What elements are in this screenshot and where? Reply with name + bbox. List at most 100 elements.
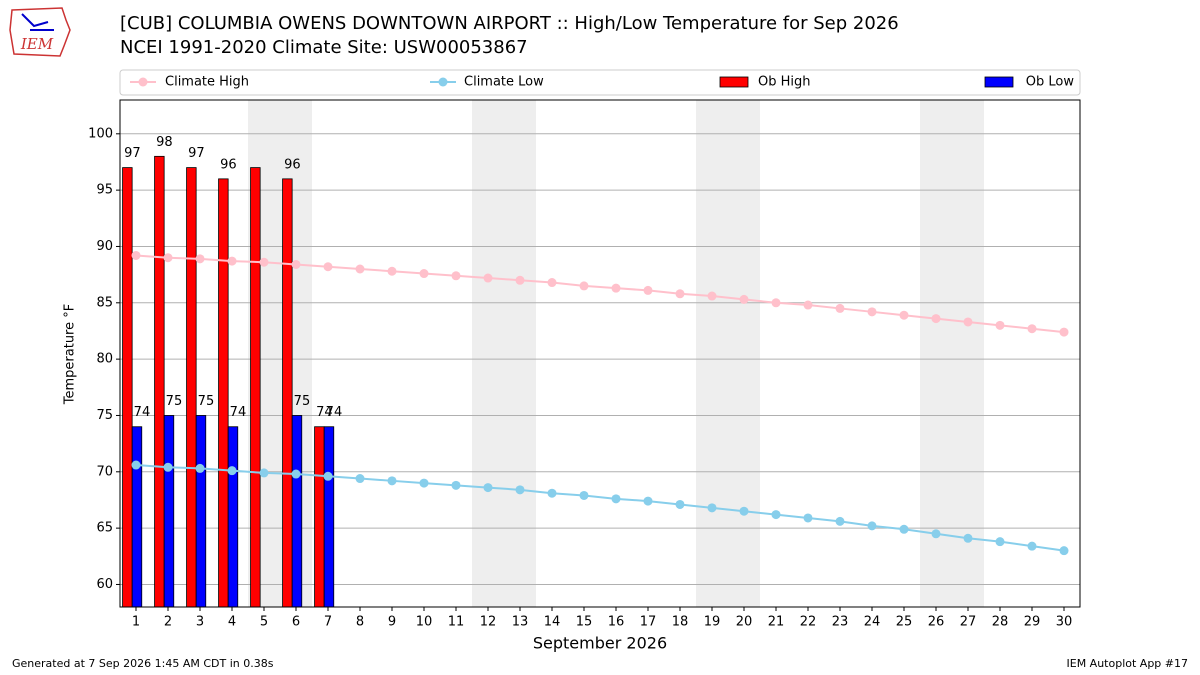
line-marker xyxy=(451,271,461,281)
x-tick-label: 6 xyxy=(292,615,300,630)
legend-swatch xyxy=(984,76,1014,88)
x-tick-label: 3 xyxy=(196,615,204,630)
line-marker xyxy=(771,298,781,308)
line-marker xyxy=(163,462,173,472)
line-marker xyxy=(387,476,397,486)
x-tick-label: 24 xyxy=(864,615,881,630)
x-tick-label: 2 xyxy=(164,615,172,630)
line-marker xyxy=(963,533,973,543)
line-marker xyxy=(611,494,621,504)
x-tick-label: 19 xyxy=(704,615,721,630)
weekend-shade xyxy=(472,100,504,607)
line-marker xyxy=(1027,541,1037,551)
x-tick-label: 21 xyxy=(768,615,785,630)
line-marker xyxy=(131,460,141,470)
x-tick-label: 9 xyxy=(388,615,396,630)
x-tick-label: 27 xyxy=(960,615,977,630)
line-marker xyxy=(195,254,205,264)
legend-label: Climate High xyxy=(165,75,249,90)
value-label: 74 xyxy=(230,405,247,420)
value-label: 75 xyxy=(166,394,183,409)
line-marker xyxy=(707,503,717,513)
x-tick-label: 12 xyxy=(480,615,497,630)
value-label: 97 xyxy=(124,146,141,161)
footer-right: IEM Autoplot App #17 xyxy=(1067,657,1189,670)
line-marker xyxy=(131,250,141,260)
logo-icon xyxy=(21,13,54,31)
line-marker xyxy=(419,478,429,488)
line-marker xyxy=(515,485,525,495)
x-tick-label: 16 xyxy=(608,615,625,630)
value-label: 75 xyxy=(294,394,311,409)
line-marker xyxy=(355,264,365,274)
line-marker xyxy=(291,469,301,479)
y-tick-label: 90 xyxy=(96,239,113,254)
line-marker xyxy=(931,314,941,324)
line-marker xyxy=(899,310,909,320)
y-tick-label: 75 xyxy=(96,408,113,423)
value-label: 96 xyxy=(220,157,237,172)
x-tick-label: 25 xyxy=(896,615,913,630)
line-marker xyxy=(963,317,973,327)
logo-text: IEM xyxy=(20,35,54,53)
line-marker xyxy=(259,257,269,267)
line-marker xyxy=(739,294,749,304)
logo-outline xyxy=(9,7,71,57)
line-marker xyxy=(995,320,1005,330)
line-marker xyxy=(771,510,781,520)
value-label: 96 xyxy=(284,157,301,172)
x-tick-label: 4 xyxy=(228,615,236,630)
plot-frame xyxy=(119,99,1081,608)
value-label: 74 xyxy=(316,405,333,420)
line-marker xyxy=(355,474,365,484)
line-marker xyxy=(643,496,653,506)
line-marker xyxy=(579,281,589,291)
bar xyxy=(195,415,207,608)
line-marker xyxy=(323,471,333,481)
legend-marker xyxy=(138,77,148,87)
x-tick-label: 23 xyxy=(832,615,849,630)
line xyxy=(135,464,1065,552)
x-tick-label: 13 xyxy=(512,615,529,630)
x-tick-label: 11 xyxy=(448,615,465,630)
line-marker xyxy=(547,488,557,498)
x-tick-label: 7 xyxy=(324,615,332,630)
line-marker xyxy=(803,300,813,310)
line-marker xyxy=(1059,327,1069,337)
line-marker xyxy=(579,490,589,500)
x-tick-label: 14 xyxy=(544,615,561,630)
x-tick-label: 10 xyxy=(416,615,433,630)
y-tick-label: 60 xyxy=(96,577,113,592)
line-marker xyxy=(835,516,845,526)
y-tick-label: 80 xyxy=(96,352,113,367)
line-marker xyxy=(643,285,653,295)
line-marker xyxy=(675,289,685,299)
bar xyxy=(291,415,303,608)
weekend-shade xyxy=(696,100,728,607)
line-marker xyxy=(995,537,1005,547)
line-marker xyxy=(515,275,525,285)
line-marker xyxy=(195,463,205,473)
y-axis-label: Temperature °F xyxy=(63,304,78,405)
bar xyxy=(282,178,293,608)
line-marker xyxy=(899,524,909,534)
line-marker xyxy=(483,273,493,283)
line-marker xyxy=(163,253,173,263)
weekend-shade xyxy=(728,100,760,607)
line-marker xyxy=(1059,546,1069,556)
line-marker xyxy=(611,283,621,293)
line-marker xyxy=(259,468,269,478)
weekend-shade xyxy=(504,100,536,607)
line-marker xyxy=(419,269,429,279)
value-label: 75 xyxy=(198,394,215,409)
bar xyxy=(154,155,165,608)
line-marker xyxy=(291,259,301,269)
x-tick-label: 17 xyxy=(640,615,657,630)
value-label: 74 xyxy=(134,405,151,420)
value-label: 74 xyxy=(326,405,343,420)
legend-label: Climate Low xyxy=(464,75,544,90)
x-tick-label: 22 xyxy=(800,615,817,630)
line-marker xyxy=(739,506,749,516)
line-marker xyxy=(867,521,877,531)
y-tick-label: 70 xyxy=(96,464,113,479)
